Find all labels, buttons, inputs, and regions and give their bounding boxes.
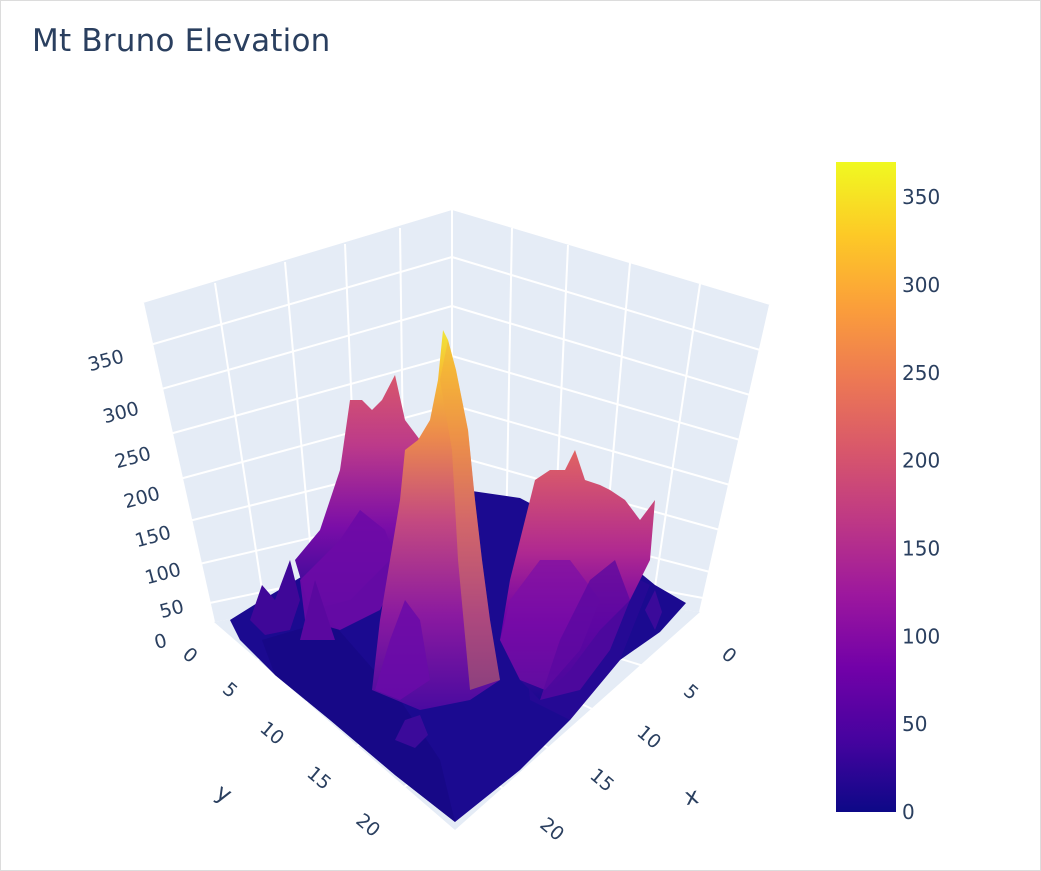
colorbar-tick-label: 300	[902, 273, 940, 297]
colorbar-tick-label: 100	[902, 624, 940, 648]
surface[interactable]	[230, 330, 686, 822]
colorbar-tick-label: 200	[902, 449, 940, 473]
surface-base-shade	[262, 620, 455, 822]
z-tick-label: 300	[101, 398, 142, 429]
colorbar-gradient	[836, 162, 896, 812]
main-peak-shade	[440, 340, 500, 690]
z-tick-label: 250	[113, 443, 154, 474]
bump-front	[395, 715, 428, 748]
colorbar-tick-label: 150	[902, 537, 940, 561]
bump-right-edge	[645, 590, 662, 630]
x-tick-label: 20	[536, 813, 569, 845]
z-tick-label: 0	[152, 630, 169, 654]
chart-title: Mt Bruno Elevation	[32, 23, 331, 59]
colorbar[interactable]: 0 50 100 150 200 250 300 350	[836, 162, 940, 824]
colorbar-tick-label: 350	[902, 185, 940, 209]
ridge-right-front	[540, 560, 630, 700]
z-tick-label: 350	[86, 346, 127, 377]
y-tick-label: 5	[218, 678, 241, 703]
y-tick-label: 20	[352, 809, 385, 841]
x-tick-label: 10	[633, 721, 666, 753]
z-tick-label: 150	[133, 522, 174, 553]
x-tick-label: 5	[679, 680, 702, 705]
colorbar-ticks: 0 50 100 150 200 250 300 350	[902, 185, 940, 824]
ridge-far-left	[250, 560, 300, 635]
z-tick-label: 200	[122, 483, 163, 514]
y-tick-label: 0	[178, 643, 201, 668]
z-tick-label: 100	[143, 559, 184, 590]
ridge-left-spike	[300, 580, 335, 640]
ridge-right-shade	[500, 560, 600, 690]
x-axis-title: x	[683, 783, 701, 811]
ridge-left-mid	[300, 510, 400, 630]
colorbar-tick-label: 250	[902, 361, 940, 385]
x-tick-label: 0	[717, 643, 740, 668]
x-tick-label: 15	[586, 764, 619, 796]
y-axis-title: y	[211, 779, 236, 808]
y-tick-label: 15	[303, 762, 336, 794]
colorbar-tick-label: 50	[902, 712, 927, 736]
peak-front-shoulder	[375, 600, 430, 700]
colorbar-tick-label: 0	[902, 800, 915, 824]
y-tick-label: 10	[256, 717, 289, 749]
z-tick-label: 50	[157, 596, 186, 624]
